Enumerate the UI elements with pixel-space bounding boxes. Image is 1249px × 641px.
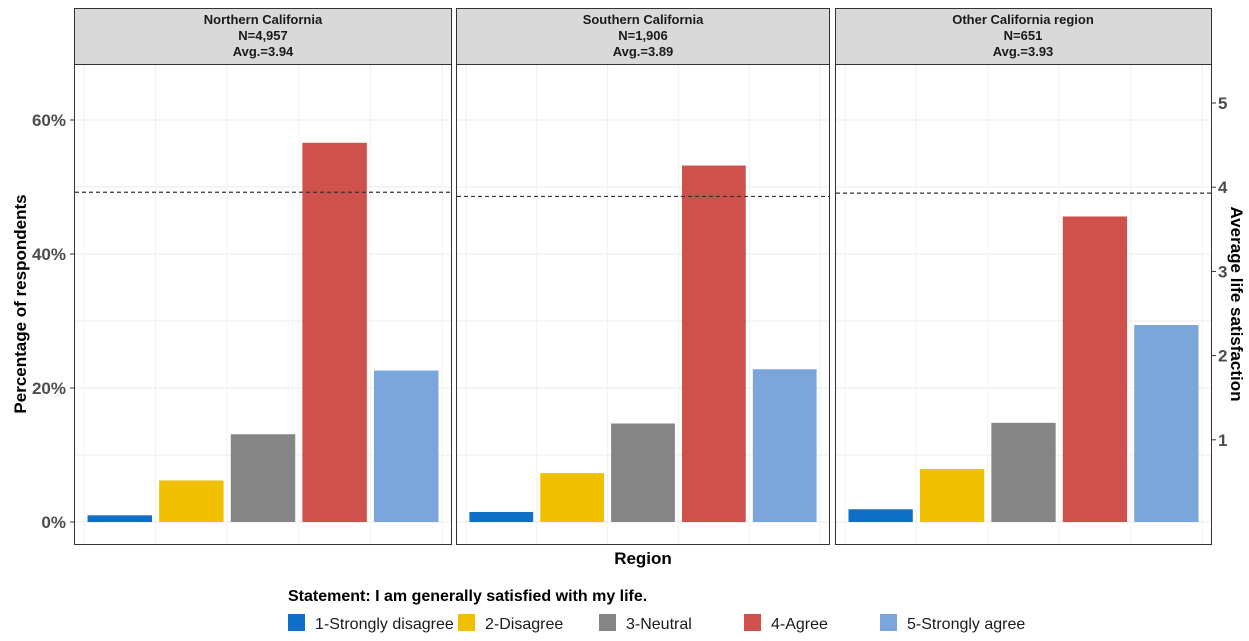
bar-southern-3 bbox=[611, 423, 675, 522]
legend-swatch-3 bbox=[599, 614, 616, 631]
panel-southern-bars bbox=[469, 165, 817, 522]
bar-northern-5 bbox=[374, 370, 439, 522]
legend-label-3: 3-Neutral bbox=[626, 616, 692, 633]
bar-southern-1 bbox=[469, 511, 534, 522]
bar-northern-2 bbox=[159, 480, 224, 522]
legend-swatch-2 bbox=[458, 614, 475, 631]
panel-northern-frame bbox=[74, 64, 452, 545]
legend: Statement: I am generally satisfied with… bbox=[288, 588, 1025, 633]
legend-label-4: 4-Agree bbox=[771, 616, 828, 633]
panel-southern-frame bbox=[456, 64, 830, 545]
panel-northern-n: N=4,957 bbox=[238, 28, 288, 43]
panel-northern-title: Northern California bbox=[204, 12, 323, 27]
panel-southern: Southern California N=1,906 Avg.=3.89 bbox=[456, 8, 830, 545]
bar-southern-4 bbox=[681, 165, 746, 522]
left-y-axis: 0% 20% 40% 60% bbox=[32, 111, 75, 532]
panel-southern-title: Southern California bbox=[583, 12, 704, 27]
right-tick-label-4: 5 bbox=[1218, 94, 1227, 113]
legend-label-1: 1-Strongly disagree bbox=[315, 616, 454, 633]
left-tick-label-1: 20% bbox=[32, 379, 66, 398]
right-tick-label-3: 4 bbox=[1218, 178, 1228, 197]
x-axis-title: Region bbox=[614, 549, 672, 568]
panel-other-bars bbox=[848, 216, 1199, 523]
right-tick-label-1: 2 bbox=[1218, 347, 1227, 366]
left-tick-label-3: 60% bbox=[32, 111, 66, 130]
bar-other-5 bbox=[1134, 325, 1199, 522]
panel-northern-bars bbox=[87, 142, 439, 522]
legend-label-5: 5-Strongly agree bbox=[907, 616, 1025, 633]
bar-northern-1 bbox=[87, 515, 152, 522]
legend-items: 1-Strongly disagree 2-Disagree 3-Neutral 4-… bbox=[288, 614, 1025, 633]
legend-label-2: 2-Disagree bbox=[485, 616, 563, 633]
y2-axis-title: Average life satisfaction bbox=[1227, 207, 1246, 402]
panel-other-n: N=651 bbox=[1004, 28, 1043, 43]
bar-southern-2 bbox=[540, 473, 605, 522]
right-y-axis: 1 2 3 4 5 bbox=[1211, 94, 1228, 450]
bar-northern-4 bbox=[302, 142, 367, 522]
legend-swatch-4 bbox=[744, 614, 761, 631]
legend-swatch-1 bbox=[288, 614, 305, 631]
legend-title: Statement: I am generally satisfied with… bbox=[288, 588, 647, 605]
panel-northern-avg: Avg.=3.94 bbox=[233, 44, 294, 59]
bar-southern-5 bbox=[752, 369, 817, 522]
panel-southern-avg: Avg.=3.89 bbox=[613, 44, 674, 59]
right-tick-label-2: 3 bbox=[1218, 262, 1227, 281]
panel-southern-n: N=1,906 bbox=[618, 28, 668, 43]
panel-northern-strip bbox=[74, 8, 452, 65]
right-tick-label-0: 1 bbox=[1218, 431, 1227, 450]
panel-other-title: Other California region bbox=[952, 12, 1094, 27]
left-tick-label-2: 40% bbox=[32, 245, 66, 264]
bar-other-2 bbox=[919, 469, 985, 522]
panel-northern: Northern California N=4,957 Avg.=3.94 bbox=[74, 8, 452, 545]
panel-other-strip bbox=[835, 8, 1212, 65]
bar-other-4 bbox=[1062, 216, 1128, 523]
panel-other-avg: Avg.=3.93 bbox=[993, 44, 1054, 59]
bar-northern-3 bbox=[230, 434, 296, 522]
panel-other: Other California region N=651 Avg.=3.93 bbox=[835, 8, 1212, 545]
bar-other-1 bbox=[848, 509, 913, 522]
panel-other-frame bbox=[835, 64, 1212, 545]
bar-other-3 bbox=[991, 422, 1056, 522]
legend-swatch-5 bbox=[880, 614, 897, 631]
y-axis-title: Percentage of respondents bbox=[11, 194, 30, 413]
left-tick-label-0: 0% bbox=[41, 513, 66, 532]
